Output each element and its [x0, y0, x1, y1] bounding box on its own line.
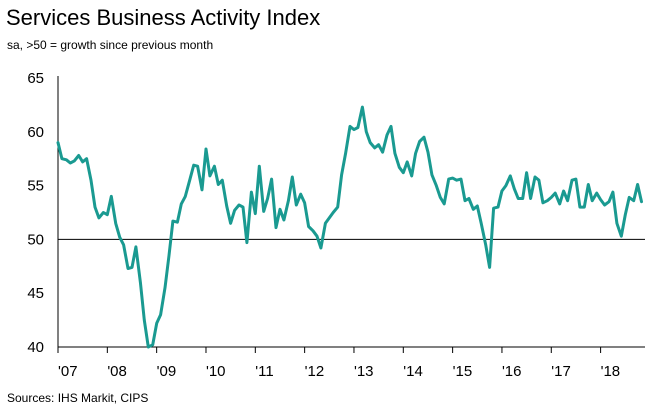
x-tick-label: '16 [502, 363, 522, 380]
axes [57, 76, 645, 348]
y-tick-label: 60 [27, 124, 44, 141]
y-tick-label: 45 [27, 285, 44, 302]
y-tick-label: 55 [27, 178, 44, 195]
x-tick-label: '15 [453, 363, 473, 380]
x-tick-label: '18 [601, 363, 621, 380]
x-axis-ticks: '07 '08 '09 '10 '11 '12 '13 '14 '15 '16 '17 '18 [57, 347, 621, 380]
chart-title: Services Business Activity Index [6, 5, 321, 30]
series-line [56, 105, 643, 349]
x-tick-label: '11 [255, 363, 273, 380]
x-tick-label: '09 [157, 363, 177, 380]
series-group [56, 105, 643, 349]
y-tick-label: 50 [27, 231, 44, 248]
y-tick-label: 65 [27, 70, 44, 87]
y-tick-label: 40 [27, 339, 44, 356]
chart-subtitle: sa, >50 = growth since previous month [7, 38, 214, 52]
x-tick-label: '12 [305, 363, 325, 380]
source-note: Sources: IHS Markit, CIPS [7, 391, 149, 405]
x-tick-label: '14 [403, 363, 423, 380]
x-tick-label: '08 [107, 363, 127, 380]
x-tick-label: '10 [206, 363, 226, 380]
x-tick-label: '07 [58, 363, 78, 380]
x-tick-label: '13 [354, 363, 374, 380]
x-tick-label: '17 [551, 363, 571, 380]
y-axis-ticks: 40 45 50 55 60 65 [27, 70, 44, 356]
